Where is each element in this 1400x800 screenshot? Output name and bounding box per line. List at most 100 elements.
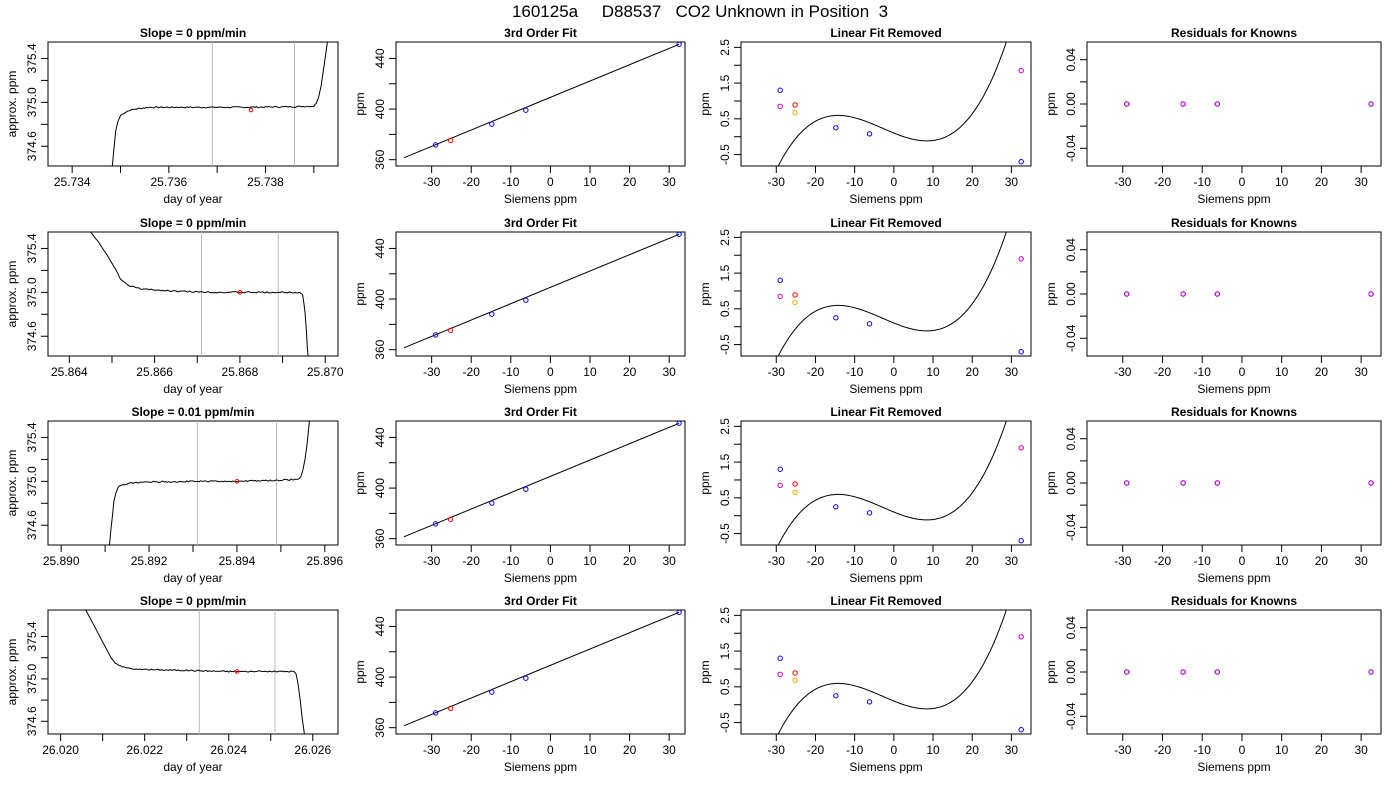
x-tick-label: -10 bbox=[846, 365, 864, 379]
data-point bbox=[1180, 291, 1186, 297]
data-point bbox=[1124, 480, 1130, 486]
plot-area bbox=[109, 421, 310, 545]
x-tick-label: 10 bbox=[926, 175, 940, 189]
x-tick-label: 30 bbox=[662, 175, 676, 189]
plot-area bbox=[85, 610, 305, 734]
y-axis-label: approx. ppm bbox=[5, 71, 19, 138]
data-point bbox=[777, 655, 783, 661]
y-tick-label: 440 bbox=[373, 616, 387, 636]
y-tick-label: 0.5 bbox=[718, 489, 732, 506]
x-tick-label: 0 bbox=[890, 175, 897, 189]
data-point bbox=[833, 125, 839, 131]
x-axis-label: day of year bbox=[163, 192, 222, 206]
data-point bbox=[792, 110, 798, 116]
series-line bbox=[109, 421, 310, 545]
x-axis-label: Siemens ppm bbox=[1197, 760, 1270, 774]
chart-title: 3rd Order Fit bbox=[504, 405, 577, 419]
data-point bbox=[792, 677, 798, 684]
data-point bbox=[432, 142, 439, 148]
y-tick-label: 0.5 bbox=[718, 110, 732, 127]
fit-curve bbox=[777, 421, 1007, 545]
fit-curve bbox=[777, 42, 1007, 166]
x-tick-label: 20 bbox=[1315, 365, 1329, 379]
data-point bbox=[1368, 101, 1374, 107]
plot-frame bbox=[1086, 231, 1382, 357]
plot-frame bbox=[1086, 609, 1382, 735]
y-tick-label: -0.5 bbox=[718, 523, 732, 544]
data-point bbox=[792, 292, 798, 298]
x-tick-label: 10 bbox=[583, 365, 597, 379]
x-tick-label: 0 bbox=[1239, 554, 1246, 568]
plot-frame bbox=[395, 420, 686, 546]
data-point bbox=[1214, 480, 1221, 486]
y-axis-label: ppm bbox=[353, 282, 367, 305]
y-tick-label: -0.5 bbox=[718, 334, 732, 355]
data-point bbox=[866, 510, 873, 516]
y-axis-label: ppm bbox=[353, 660, 367, 683]
x-tick-label: 10 bbox=[583, 743, 597, 757]
chart-panel: Slope = 0 ppm/min 26.020 26.022 26.024 26.02… bbox=[5, 594, 339, 774]
x-tick-label: 26.020 bbox=[42, 743, 79, 757]
y-tick-label: 400 bbox=[373, 99, 387, 119]
y-axis-label: ppm bbox=[1044, 660, 1058, 683]
data-point bbox=[432, 332, 439, 338]
x-tick-label: -30 bbox=[768, 554, 786, 568]
y-tick-label: 400 bbox=[373, 478, 387, 498]
x-tick-label: 0 bbox=[890, 743, 897, 757]
y-tick-label: 2.5 bbox=[718, 39, 732, 56]
chart-panel: Slope = 0.01 ppm/min 25.890 25.892 25.894 25… bbox=[5, 405, 343, 585]
data-point bbox=[489, 121, 495, 127]
x-axis-label: Siemens ppm bbox=[849, 571, 922, 585]
data-point bbox=[489, 500, 495, 506]
x-tick-label: 10 bbox=[1275, 175, 1289, 189]
y-tick-label: 400 bbox=[373, 667, 387, 687]
x-tick-label: 20 bbox=[623, 365, 637, 379]
chart-panel: Slope = 0 ppm/min 25.864 25.866 25.868 25.87… bbox=[5, 216, 344, 396]
y-tick-label: 0.04 bbox=[1064, 238, 1078, 262]
data-point bbox=[792, 481, 798, 487]
y-tick-label: 400 bbox=[373, 289, 387, 309]
plot-frame bbox=[47, 609, 339, 735]
plot-area bbox=[1124, 101, 1374, 107]
chart-panel: Slope = 0 ppm/min 25.734 25.736 25.738 374.6… bbox=[5, 26, 339, 206]
x-tick-label: -20 bbox=[807, 743, 825, 757]
x-axis-label: Siemens ppm bbox=[504, 192, 577, 206]
x-axis-label: Siemens ppm bbox=[504, 760, 577, 774]
x-tick-label: -20 bbox=[463, 743, 481, 757]
x-tick-label: -10 bbox=[1194, 175, 1212, 189]
x-tick-label: -30 bbox=[768, 743, 786, 757]
chart-title: 3rd Order Fit bbox=[504, 216, 577, 230]
x-tick-label: 30 bbox=[1005, 365, 1019, 379]
chart-title: Slope = 0 ppm/min bbox=[140, 26, 246, 40]
x-tick-label: 20 bbox=[966, 365, 980, 379]
data-point bbox=[1368, 291, 1374, 297]
x-tick-label: 20 bbox=[966, 743, 980, 757]
chart-title: Linear Fit Removed bbox=[830, 216, 941, 230]
y-tick-label: 1.5 bbox=[718, 74, 732, 91]
x-tick-label: 20 bbox=[1315, 743, 1329, 757]
data-point bbox=[676, 610, 682, 615]
data-point bbox=[866, 699, 873, 705]
y-tick-label: 2.5 bbox=[718, 607, 732, 624]
x-tick-label: 0 bbox=[1239, 743, 1246, 757]
series-line bbox=[85, 610, 305, 734]
chart-title: Residuals for Knowns bbox=[1171, 26, 1297, 40]
x-tick-label: 20 bbox=[966, 175, 980, 189]
y-tick-label: 1.5 bbox=[718, 453, 732, 470]
x-tick-label: 25.736 bbox=[150, 175, 187, 189]
x-tick-label: 30 bbox=[662, 554, 676, 568]
x-tick-label: 25.868 bbox=[222, 365, 259, 379]
x-axis-label: day of year bbox=[163, 760, 222, 774]
x-tick-label: -20 bbox=[807, 175, 825, 189]
x-tick-label: 30 bbox=[662, 743, 676, 757]
data-point bbox=[432, 521, 439, 527]
y-tick-label: 375.4 bbox=[25, 43, 39, 73]
data-point bbox=[523, 297, 529, 303]
x-tick-label: -10 bbox=[502, 175, 520, 189]
y-tick-label: 360 bbox=[373, 717, 387, 737]
chart-title: 3rd Order Fit bbox=[504, 26, 577, 40]
y-axis-label: approx. ppm bbox=[5, 639, 19, 706]
plot-frame bbox=[740, 609, 1032, 735]
x-tick-label: 30 bbox=[1354, 554, 1368, 568]
y-axis-label: ppm bbox=[698, 471, 712, 494]
